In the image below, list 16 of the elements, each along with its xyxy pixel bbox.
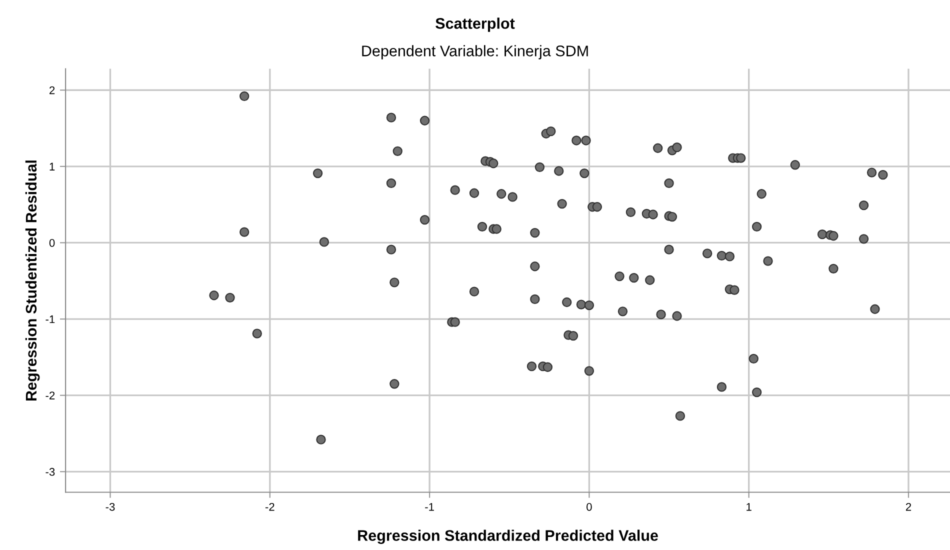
y-tick-label: 0	[49, 238, 55, 247]
x-tick-label: -3	[106, 502, 115, 511]
x-tick-label: -1	[425, 503, 434, 511]
y-tick-label: -3	[46, 468, 55, 476]
x-tick-label: 2	[906, 502, 912, 511]
x-tick-label: 0	[586, 502, 592, 511]
x-axis-title: Regression Standardized Predicted Value	[358, 530, 658, 544]
x-tick-label: 1	[746, 503, 752, 511]
y-tick-label: 1	[50, 162, 55, 170]
chart-subtitle: Dependent Variable: Kinerja SDM	[362, 45, 588, 60]
y-tick-label: 2	[50, 86, 55, 94]
y-tick-label: -1	[46, 315, 55, 324]
y-axis-title: Regression Studentized Residual	[25, 160, 40, 400]
y-tick-label: -2	[46, 392, 55, 400]
chart-title: Scatterplot	[436, 18, 515, 32]
x-tick-label: -2	[265, 502, 274, 511]
